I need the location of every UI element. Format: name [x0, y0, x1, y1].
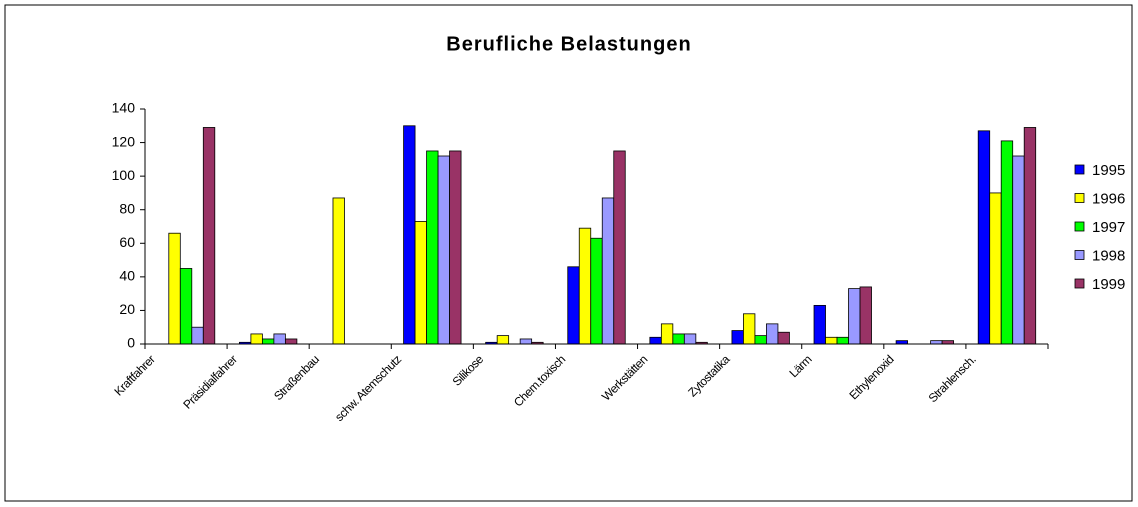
- bar: [332, 197, 345, 345]
- bar: [202, 127, 216, 345]
- bar: [813, 304, 826, 345]
- legend-label: 1995: [1092, 162, 1125, 179]
- bar: [660, 323, 674, 345]
- bar: [777, 331, 790, 345]
- y-tick-label: 60: [119, 234, 135, 250]
- y-tick-label: 80: [119, 200, 135, 216]
- y-tick-label: 100: [112, 167, 136, 183]
- bar: [754, 335, 767, 345]
- legend-swatch: [1074, 221, 1085, 232]
- bar: [731, 330, 744, 345]
- bar: [1023, 127, 1037, 345]
- legend-label: 1999: [1092, 276, 1125, 293]
- bar: [977, 130, 991, 345]
- bar: [1000, 140, 1014, 345]
- bar: [284, 338, 298, 345]
- bar: [496, 335, 510, 345]
- bar: [261, 338, 275, 345]
- bar: [519, 338, 533, 345]
- bar: [426, 150, 439, 345]
- legend-swatch: [1074, 193, 1085, 203]
- bar: [895, 340, 909, 345]
- bar: [672, 333, 685, 345]
- bar: [1012, 155, 1025, 345]
- bar: [930, 340, 943, 345]
- legend-swatch: [1074, 250, 1085, 260]
- bar: [403, 125, 416, 345]
- y-tick-label: 140: [112, 100, 136, 116]
- bar: [590, 237, 603, 345]
- legend-label: 1996: [1092, 190, 1125, 207]
- bar: [743, 313, 756, 345]
- y-tick-label: 120: [112, 133, 136, 149]
- bar: [273, 333, 286, 345]
- y-tick-label: 20: [119, 301, 135, 317]
- legend-label: 1997: [1092, 219, 1125, 236]
- bar: [989, 192, 1002, 345]
- bar: [578, 227, 592, 345]
- bar: [825, 336, 838, 345]
- chart-frame: [4, 4, 1133, 502]
- legend-label: 1998: [1092, 247, 1125, 264]
- bar: [848, 288, 861, 345]
- chart-title: Berufliche Belastungen: [446, 33, 691, 55]
- bar: [414, 221, 427, 345]
- bar: [941, 340, 955, 345]
- bar: [449, 150, 462, 345]
- bar: [649, 336, 662, 345]
- bar: [250, 333, 263, 345]
- bar: [766, 323, 779, 345]
- y-tick-label: 0: [127, 335, 135, 351]
- bar: [168, 232, 181, 345]
- bar: [191, 326, 204, 345]
- y-tick-label: 40: [119, 268, 135, 284]
- bar: [179, 268, 193, 345]
- bar: [567, 266, 580, 345]
- bar: [683, 333, 697, 345]
- bar: [437, 155, 450, 345]
- bar: [601, 197, 615, 345]
- legend-swatch: [1074, 278, 1085, 289]
- bar: [613, 150, 626, 345]
- bar: [836, 336, 849, 345]
- legend-swatch: [1074, 164, 1085, 175]
- bar: [859, 286, 872, 345]
